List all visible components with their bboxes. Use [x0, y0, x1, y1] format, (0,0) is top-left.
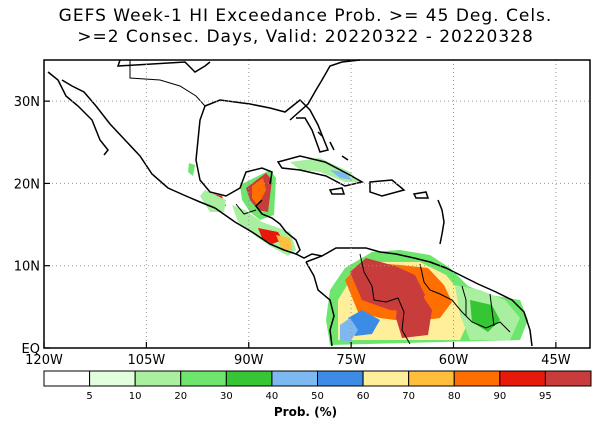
- colorbar-label: 80: [448, 391, 461, 402]
- colorbar-swatch: [225, 370, 273, 387]
- lon-tick-label: 45W: [541, 353, 571, 368]
- lon-tick-label: 90W: [234, 353, 264, 368]
- grid-lines: [44, 60, 590, 348]
- colorbar-swatch: [271, 370, 318, 387]
- map-frame: [43, 59, 591, 349]
- colorbar-swatch: [180, 370, 227, 387]
- lat-tick-label: 30N: [14, 95, 40, 110]
- colorbar-swatch: [317, 370, 364, 387]
- colorbar-label: 10: [129, 391, 142, 402]
- lat-tick-label: EQ: [22, 342, 40, 357]
- field-mexico-green: [188, 163, 195, 176]
- colorbar-swatch: [89, 370, 136, 387]
- field-central-america-orange: [276, 235, 292, 250]
- colorbar-label: 60: [357, 391, 370, 402]
- colorbar-swatch: [408, 370, 455, 387]
- colorbar-swatch: [134, 370, 182, 387]
- colorbar-label: 30: [220, 391, 233, 402]
- colorbar-title: Prob. (%): [273, 405, 338, 419]
- coastlines: [47, 59, 533, 347]
- field-central-america-red: [258, 228, 283, 244]
- lon-tick-label: 75W: [336, 353, 366, 368]
- field-tabasco-ring: [200, 190, 226, 212]
- lon-tick-label: 105W: [128, 353, 166, 368]
- colorbar-label: 95: [539, 391, 552, 402]
- title-line-2: >=2 Consec. Days, Valid: 20220322 - 2022…: [77, 27, 534, 47]
- colorbar-swatch: [362, 370, 410, 387]
- colorbar-label: 40: [266, 391, 279, 402]
- field-south-america-lightblue: [340, 318, 358, 342]
- field-south-america-red2: [396, 292, 432, 338]
- lat-tick-label: 20N: [14, 177, 40, 192]
- colorbar-label: 5: [86, 391, 92, 402]
- axis-ticks: 120W 105W 90W 75W 60W 45W EQ 10N 20N 30N: [14, 95, 571, 368]
- field-cuba-blue: [330, 170, 352, 180]
- probability-fields: [188, 158, 528, 345]
- lon-tick-label: 60W: [439, 353, 469, 368]
- colorbar-swatch: [499, 370, 546, 387]
- colorbar-label: 50: [311, 391, 324, 402]
- colorbar-swatch: [43, 370, 91, 387]
- field-yucatan-hot: [252, 178, 266, 206]
- colorbar: 5 10 20 30 40 50 60 70 80 90 95: [43, 370, 592, 402]
- lon-tick-label: 120W: [25, 353, 63, 368]
- colorbar-label: 90: [493, 391, 506, 402]
- title-line-1: GEFS Week-1 HI Exceedance Prob. >= 45 De…: [58, 6, 553, 26]
- colorbar-label: 20: [174, 391, 187, 402]
- colorbar-swatch: [544, 370, 592, 387]
- colorbar-label: 70: [402, 391, 415, 402]
- colorbar-swatch: [453, 370, 501, 387]
- lat-tick-label: 10N: [14, 260, 40, 275]
